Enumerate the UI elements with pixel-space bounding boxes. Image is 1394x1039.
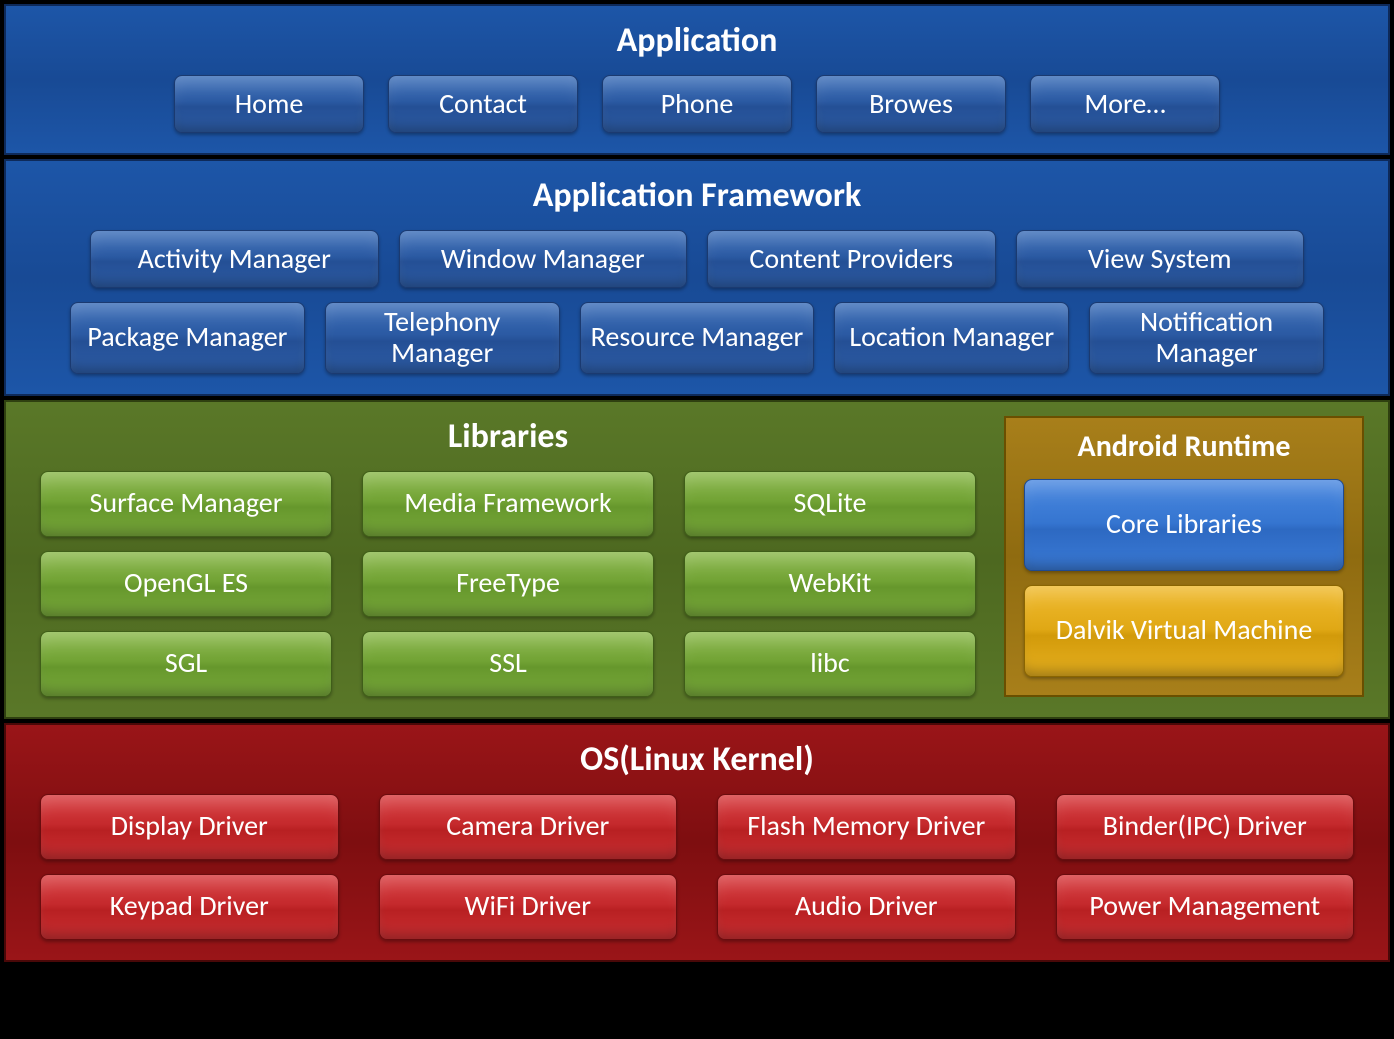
- app-chip-phone: Phone: [602, 75, 792, 133]
- os-chip-wifi-driver: WiFi Driver: [379, 874, 678, 940]
- framework-row1: Activity Manager Window Manager Content …: [30, 230, 1364, 288]
- layer-application-title: Application: [617, 20, 778, 61]
- layer-os: OS(Linux Kernel) Display Driver Camera D…: [4, 723, 1390, 962]
- lib-chip-ssl: SSL: [362, 631, 654, 697]
- os-chip-keypad-driver: Keypad Driver: [40, 874, 339, 940]
- lib-chip-libc: libc: [684, 631, 976, 697]
- os-chip-flash-memory-driver: Flash Memory Driver: [717, 794, 1016, 860]
- fw-chip-window-manager: Window Manager: [399, 230, 688, 288]
- fw-chip-notification-manager: Notification Manager: [1089, 302, 1324, 374]
- lib-chip-media-framework: Media Framework: [362, 471, 654, 537]
- rt-chip-core-libraries: Core Libraries: [1024, 479, 1344, 571]
- lib-chip-sgl: SGL: [40, 631, 332, 697]
- layer-application: Application Home Contact Phone Browes Mo…: [4, 4, 1390, 155]
- libraries-left: Libraries Surface Manager Media Framewor…: [30, 416, 986, 697]
- lib-chip-sqlite: SQLite: [684, 471, 976, 537]
- layer-os-title: OS(Linux Kernel): [580, 739, 814, 780]
- layer-libraries: Libraries Surface Manager Media Framewor…: [4, 400, 1390, 719]
- lib-chip-webkit: WebKit: [684, 551, 976, 617]
- os-row1: Display Driver Camera Driver Flash Memor…: [30, 794, 1364, 860]
- fw-chip-activity-manager: Activity Manager: [90, 230, 379, 288]
- application-row: Home Contact Phone Browes More…: [30, 75, 1364, 133]
- fw-chip-view-system: View System: [1016, 230, 1305, 288]
- app-chip-browes: Browes: [816, 75, 1006, 133]
- os-chip-camera-driver: Camera Driver: [379, 794, 678, 860]
- os-row2: Keypad Driver WiFi Driver Audio Driver P…: [30, 874, 1364, 940]
- app-chip-more: More…: [1030, 75, 1220, 133]
- layer-framework: Application Framework Activity Manager W…: [4, 159, 1390, 396]
- app-chip-contact: Contact: [388, 75, 578, 133]
- fw-chip-location-manager: Location Manager: [834, 302, 1069, 374]
- rt-chip-dalvik-vm: Dalvik Virtual Machine: [1024, 585, 1344, 677]
- lib-chip-surface-manager: Surface Manager: [40, 471, 332, 537]
- fw-chip-resource-manager: Resource Manager: [580, 302, 815, 374]
- lib-chip-freetype: FreeType: [362, 551, 654, 617]
- fw-chip-package-manager: Package Manager: [70, 302, 305, 374]
- fw-chip-telephony-manager: Telephony Manager: [325, 302, 560, 374]
- layer-libraries-title: Libraries: [448, 416, 568, 457]
- lib-row2: OpenGL ES FreeType WebKit: [30, 551, 986, 617]
- framework-row2: Package Manager Telephony Manager Resour…: [30, 302, 1364, 374]
- os-chip-binder-ipc-driver: Binder(IPC) Driver: [1056, 794, 1355, 860]
- os-chip-audio-driver: Audio Driver: [717, 874, 1016, 940]
- lib-row3: SGL SSL libc: [30, 631, 986, 697]
- lib-row1: Surface Manager Media Framework SQLite: [30, 471, 986, 537]
- runtime-title: Android Runtime: [1078, 428, 1291, 465]
- os-chip-power-management: Power Management: [1056, 874, 1355, 940]
- lib-chip-opengl-es: OpenGL ES: [40, 551, 332, 617]
- fw-chip-content-providers: Content Providers: [707, 230, 996, 288]
- app-chip-home: Home: [174, 75, 364, 133]
- os-chip-display-driver: Display Driver: [40, 794, 339, 860]
- layer-framework-title: Application Framework: [533, 175, 861, 216]
- runtime-box: Android Runtime Core Libraries Dalvik Vi…: [1004, 416, 1364, 697]
